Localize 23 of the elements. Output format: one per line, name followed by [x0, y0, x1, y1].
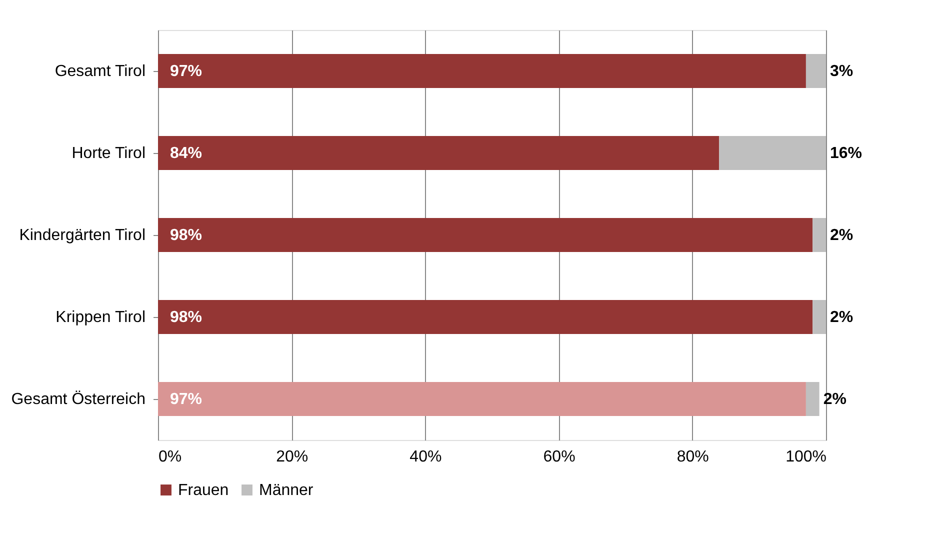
x-tick-label: 40%: [410, 448, 442, 466]
y-tick-label: Horte Tirol: [72, 145, 146, 162]
data-label: 3%: [830, 63, 854, 80]
data-label: 97%: [170, 63, 202, 80]
legend-label: Männer: [259, 482, 314, 499]
x-tick-label: 100%: [786, 448, 826, 466]
data-label: 16%: [830, 145, 862, 162]
legend-label: Frauen: [178, 482, 229, 499]
y-tick-label: Kindergärten Tirol: [19, 227, 146, 244]
data-label: 2%: [830, 309, 854, 326]
data-label: 84%: [170, 145, 202, 162]
data-label: 98%: [170, 227, 202, 244]
y-tick-label: Krippen Tirol: [56, 309, 146, 326]
x-tick-label: 0%: [158, 448, 182, 466]
y-tick-label: Gesamt Österreich: [11, 390, 146, 408]
x-tick-label: 20%: [276, 448, 308, 466]
data-label: 2%: [830, 227, 854, 244]
y-tick-label: Gesamt Tirol: [54, 63, 146, 80]
data-label: 98%: [170, 309, 202, 326]
x-tick-label: 60%: [543, 448, 576, 466]
x-tick-label: 80%: [676, 448, 709, 466]
data-label: 97%: [170, 391, 202, 408]
data-label: 2%: [823, 391, 846, 408]
